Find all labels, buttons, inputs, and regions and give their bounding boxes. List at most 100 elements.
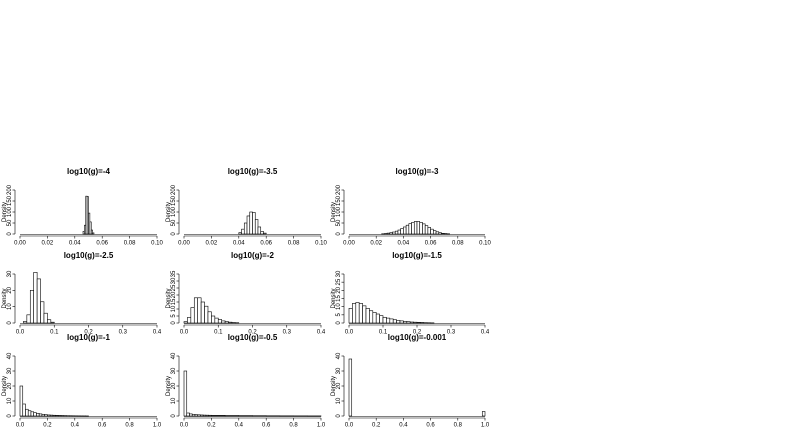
histogram-bar (221, 320, 226, 324)
histogram-bar (38, 413, 43, 417)
x-tick-label: 0.08 (124, 241, 136, 247)
histogram-bar (362, 305, 367, 324)
histogram-bar (190, 307, 195, 324)
histogram-bar (252, 212, 256, 235)
histogram-bar (241, 228, 245, 235)
x-tick-label: 0.2 (413, 330, 422, 336)
x-tick-label: 0.6 (262, 423, 271, 427)
histogram-bar (27, 410, 32, 417)
x-tick-label: 0.0 (16, 423, 25, 427)
x-tick-label: 1.0 (481, 423, 490, 427)
histogram-bar (194, 414, 199, 417)
y-tick-label: 50 (7, 219, 13, 226)
histogram-bar (408, 223, 412, 235)
y-axis-label: Density (2, 202, 8, 222)
y-tick-label: 100 (7, 206, 13, 217)
x-tick-label: 0.02 (370, 241, 382, 247)
y-tick-label: 100 (171, 206, 177, 217)
panel-8: log10(g)=-0.5 0.0 0.2 0.4 0.6 0.8 1.0 0 10 20 30 40… (166, 333, 326, 427)
y-axis-label: Density (166, 202, 172, 222)
x-tick-label: 0.6 (98, 423, 107, 427)
histogram-bar (405, 224, 410, 235)
histogram-bar (41, 414, 45, 417)
y-tick-label: 40 (171, 352, 177, 359)
y-tick-label: 10 (336, 397, 342, 404)
histogram-bar (386, 317, 391, 324)
histogram-bar (224, 321, 229, 324)
panel-title: log10(g)=-0.5 (228, 333, 278, 342)
histogram-bar (33, 412, 37, 417)
x-tick-label: 0.2 (43, 423, 52, 427)
histogram-bar (30, 411, 34, 417)
histogram-bar (55, 415, 59, 417)
histogram-bar (52, 414, 56, 417)
histogram-bar (183, 321, 188, 324)
histogram-bar (23, 321, 28, 324)
x-tick-label: 0.10 (479, 241, 491, 247)
x-tick-label: 0.04 (233, 241, 245, 247)
y-tick-label: 15 (336, 295, 342, 302)
histogram-bar (413, 221, 418, 235)
histogram-bar (191, 414, 196, 417)
histogram-bar (22, 403, 26, 417)
histogram-bar (411, 222, 415, 235)
histogram-bar (33, 272, 38, 324)
panel-4: log10(g)=-2.5 0.0 0.1 0.2 0.3 0.4 0 10 20 30 Densi… (2, 251, 162, 336)
histogram-bar (189, 413, 193, 417)
histogram-bar (47, 319, 52, 324)
histogram-bar (438, 232, 442, 235)
y-tick-label: 200 (336, 184, 342, 195)
histogram-bar (427, 227, 431, 235)
histogram-bar (202, 414, 207, 417)
histogram-bar (396, 320, 401, 324)
histogram-bar (406, 321, 411, 324)
y-tick-label: 10 (336, 303, 342, 310)
panel-title: log10(g)=-3 (396, 167, 439, 176)
histogram-bar (208, 414, 212, 417)
y-tick-label: 5 (336, 313, 342, 317)
y-tick-label: 20 (336, 382, 342, 389)
x-tick-label: 0.1 (379, 330, 388, 336)
histogram-bar (92, 232, 95, 235)
histogram-bar (348, 307, 353, 324)
y-tick-label: 10 (171, 305, 177, 312)
panel-title: log10(g)=-1 (67, 333, 110, 342)
x-tick-label: 0.08 (288, 241, 300, 247)
y-tick-label: 150 (171, 195, 177, 206)
histogram-bar (19, 385, 24, 417)
x-tick-label: 0.0 (180, 330, 189, 336)
histogram-bar (36, 412, 40, 417)
histogram-bar (389, 318, 394, 324)
x-tick-label: 0.04 (69, 241, 81, 247)
histogram-bar (40, 301, 45, 324)
x-tick-label: 1.0 (153, 423, 162, 427)
y-tick-label: 5 (171, 314, 177, 318)
x-tick-label: 0.06 (260, 241, 272, 247)
x-tick-label: 0.1 (214, 330, 223, 336)
histogram-bar (397, 229, 401, 235)
y-tick-label: 20 (336, 286, 342, 293)
histogram-bar (358, 303, 363, 324)
y-tick-label: 150 (336, 195, 342, 206)
y-axis-label: Density (331, 376, 337, 396)
x-tick-label: 0.02 (206, 241, 218, 247)
histogram-bar (382, 316, 387, 324)
y-tick-label: 30 (336, 367, 342, 374)
x-tick-label: 0.8 (454, 423, 463, 427)
x-tick-label: 0.1 (50, 330, 59, 336)
histogram-bar (400, 228, 404, 235)
x-tick-label: 0.4 (71, 423, 80, 427)
histogram-bar (403, 226, 407, 235)
x-tick-label: 0.10 (151, 241, 163, 247)
y-axis-label: Density (331, 202, 337, 222)
histogram-bar (257, 226, 262, 235)
y-tick-label: 0 (336, 321, 342, 325)
histogram-bar (183, 370, 188, 417)
y-tick-label: 100 (336, 206, 342, 217)
histogram-bar (422, 223, 426, 235)
histogram-bar (372, 312, 377, 324)
panel-3: log10(g)=-3 0.00 0.02 0.04 0.06 0.08 0.10 0 50 10… (331, 167, 491, 247)
histogram-bar (211, 415, 226, 417)
histogram-bar (260, 231, 264, 235)
